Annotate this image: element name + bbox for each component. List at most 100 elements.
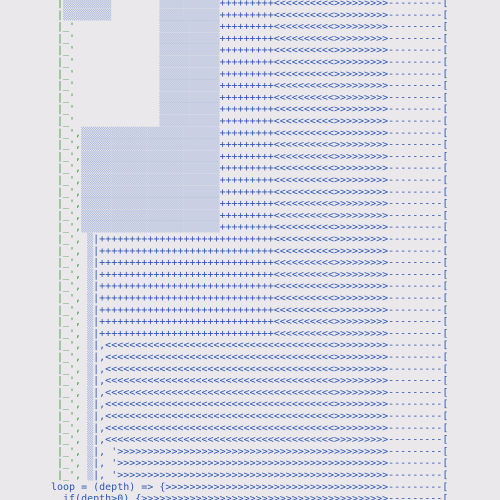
line-prefix: |_': [57, 81, 75, 92]
code-line: |_', ▒|,<<<<<<<<<<<<<<<<<<<<<<<<<<<<<<<<…: [57, 433, 448, 446]
line-code: +++++++++<<<<<<<<<<>>>>>>>>>---------[: [220, 116, 449, 127]
line-block: ▒▒▒▒▒▒▒▒▒▒▒▒▒▒▒▒▒▒▒▒▒▒▒: [81, 126, 220, 139]
code-line: |_',▒▒▒▒▒▒▒▒▒▒▒▒▒▒▒▒▒▒▒▒▒▒▒+++++++++<<<<…: [57, 161, 448, 174]
code-line: |_',▒▒▒▒▒▒▒▒▒▒▒▒▒▒▒▒▒▒▒▒▒▒▒+++++++++<<<<…: [57, 149, 448, 162]
code-line: |_' ▒▒▒▒▒▒▒▒▒▒+++++++++<<<<<<<<<<>>>>>>>…: [57, 55, 448, 68]
line-code: |,<<<<<<<<<<<<<<<<<<<<<<<<<<<<<<<<<<<<<<…: [93, 399, 448, 410]
line-block: ▒▒▒▒▒▒▒▒▒▒▒▒▒▒▒▒▒▒▒▒▒▒▒: [81, 208, 220, 221]
line-prefix: |_',: [57, 364, 87, 375]
line-code: |, '>>>>>>>>>>>>>>>>>>>>>>>>>>>>>>>>>>>>…: [93, 446, 448, 457]
line-code: loop = (depth) => {>>>>>>>>>>>>>>>>>>>>>…: [51, 482, 448, 493]
line-code: +++++++++<<<<<<<<<<>>>>>>>>>---------[: [220, 0, 449, 9]
code-line: |_', ▒|,<<<<<<<<<<<<<<<<<<<<<<<<<<<<<<<<…: [57, 362, 448, 375]
line-prefix: |_',: [57, 435, 87, 446]
line-block: ▒: [87, 350, 94, 363]
line-prefix: |_',: [57, 175, 81, 186]
line-code: |+++++++++++++++++++++++++++++<<<<<<<<<<…: [93, 281, 448, 292]
code-line: |_', ▒|,<<<<<<<<<<<<<<<<<<<<<<<<<<<<<<<<…: [57, 409, 448, 422]
line-block: ▒: [87, 456, 94, 469]
code-line: |_', ▒|+++++++++++++++++++++++++++++<<<<…: [57, 256, 448, 269]
line-block: ▒: [87, 267, 94, 280]
line-prefix: |_': [57, 92, 75, 103]
code-line: |_' ▒▒▒▒▒▒▒▒▒▒+++++++++<<<<<<<<<<>>>>>>>…: [57, 31, 448, 44]
line-block: ▒▒▒▒▒▒▒▒▒▒▒▒▒▒▒▒▒▒▒▒▒▒▒: [81, 149, 220, 162]
line-block: ▒▒▒▒▒▒▒▒▒▒: [75, 79, 220, 92]
code-line: |_', ▒|+++++++++++++++++++++++++++++<<<<…: [57, 326, 448, 339]
line-prefix: |_',: [57, 199, 81, 210]
code-line: |_', ▒|, '>>>>>>>>>>>>>>>>>>>>>>>>>>>>>>…: [57, 468, 448, 481]
line-prefix: |_',: [57, 140, 81, 151]
line-block: ▒▒▒▒▒▒▒▒▒▒▒▒▒▒▒▒▒▒▒▒▒▒▒: [81, 197, 220, 210]
line-block: ▒: [87, 338, 94, 351]
line-prefix: |_': [57, 57, 75, 68]
line-prefix: |: [57, 0, 63, 9]
line-prefix: |_',: [57, 423, 87, 434]
line-prefix: |_',: [57, 352, 87, 363]
line-code: +++++++++<<<<<<<<<<>>>>>>>>>---------[: [220, 69, 449, 80]
code-line: |▒▒▒▒▒▒▒▒ ▒▒▒▒▒▒▒▒▒▒+++++++++<<<<<<<<<<>…: [57, 0, 448, 9]
code-line: |_', ▒|,<<<<<<<<<<<<<<<<<<<<<<<<<<<<<<<<…: [57, 397, 448, 410]
line-prefix: |_',: [57, 151, 81, 162]
code-line: |_' ▒▒▒▒▒▒▒▒▒▒+++++++++<<<<<<<<<<>>>>>>>…: [57, 114, 448, 127]
line-code: +++++++++<<<<<<<<<<>>>>>>>>>---------[: [220, 45, 449, 56]
line-code: +++++++++<<<<<<<<<<>>>>>>>>>---------[: [220, 140, 449, 151]
code-line: |_', ▒|, '>>>>>>>>>>>>>>>>>>>>>>>>>>>>>>…: [57, 444, 448, 457]
line-code: +++++++++<<<<<<<<<<>>>>>>>>>---------[: [220, 163, 449, 174]
line-code: +++++++++<<<<<<<<<<>>>>>>>>>---------[: [220, 151, 449, 162]
line-prefix: |_',: [57, 470, 87, 481]
line-code: |+++++++++++++++++++++++++++++<<<<<<<<<<…: [93, 258, 448, 269]
line-code: +++++++++<<<<<<<<<<>>>>>>>>>---------[: [220, 199, 449, 210]
line-code: +++++++++<<<<<<<<<<>>>>>>>>>---------[: [220, 210, 449, 221]
line-code: |+++++++++++++++++++++++++++++<<<<<<<<<<…: [93, 234, 448, 245]
line-code: |, '>>>>>>>>>>>>>>>>>>>>>>>>>>>>>>>>>>>>…: [93, 458, 448, 469]
line-prefix: |_',: [57, 328, 87, 339]
code-line: |_',▒▒▒▒▒▒▒▒▒▒▒▒▒▒▒▒▒▒▒▒▒▒▒+++++++++<<<<…: [57, 173, 448, 186]
line-code: |,<<<<<<<<<<<<<<<<<<<<<<<<<<<<<<<<<<<<<<…: [93, 435, 448, 446]
line-code: |, '>>>>>>>>>>>>>>>>>>>>>>>>>>>>>>>>>>>>…: [93, 470, 448, 481]
line-code: +++++++++<<<<<<<<<<>>>>>>>>>---------[: [220, 22, 449, 33]
line-code: +++++++++<<<<<<<<<<>>>>>>>>>---------[: [220, 81, 449, 92]
line-prefix: |_': [57, 45, 75, 56]
line-code: |,<<<<<<<<<<<<<<<<<<<<<<<<<<<<<<<<<<<<<<…: [93, 376, 448, 387]
line-block: ▒: [87, 385, 94, 398]
line-prefix: |_',: [57, 317, 87, 328]
line-block: ▒: [87, 303, 94, 316]
line-block: ▒▒▒▒▒▒▒▒▒▒: [75, 114, 220, 127]
line-code: |,<<<<<<<<<<<<<<<<<<<<<<<<<<<<<<<<<<<<<<…: [93, 411, 448, 422]
code-line: |_', ▒|+++++++++++++++++++++++++++++<<<<…: [57, 279, 448, 292]
line-prefix: |_',: [57, 269, 87, 280]
code-line: |_' ▒▒▒▒▒▒▒▒▒▒+++++++++<<<<<<<<<<>>>>>>>…: [57, 79, 448, 92]
line-prefix: |_': [57, 69, 75, 80]
line-code: |+++++++++++++++++++++++++++++<<<<<<<<<<…: [93, 293, 448, 304]
line-code: |,<<<<<<<<<<<<<<<<<<<<<<<<<<<<<<<<<<<<<<…: [93, 387, 448, 398]
line-prefix: |_',: [57, 281, 87, 292]
line-prefix: |_',: [57, 293, 87, 304]
line-prefix: |_': [57, 22, 75, 33]
line-code: |,<<<<<<<<<<<<<<<<<<<<<<<<<<<<<<<<<<<<<<…: [93, 364, 448, 375]
line-code: |+++++++++++++++++++++++++++++<<<<<<<<<<…: [93, 317, 448, 328]
line-prefix: |_': [57, 116, 75, 127]
line-block: ▒▒▒▒▒▒▒▒▒▒: [75, 102, 220, 115]
line-block: ▒▒▒▒▒▒▒▒▒▒: [75, 90, 220, 103]
line-code: |,<<<<<<<<<<<<<<<<<<<<<<<<<<<<<<<<<<<<<<…: [93, 340, 448, 351]
line-block: ▒▒▒▒▒▒▒▒▒▒▒▒▒▒▒▒▒▒▒▒▒▒▒: [81, 220, 220, 233]
line-code: +++++++++<<<<<<<<<<>>>>>>>>>---------[: [220, 175, 449, 186]
line-prefix: |_',: [57, 234, 87, 245]
line-block: ▒: [87, 421, 94, 434]
line-block: ▒: [87, 256, 94, 269]
line-block: ▒: [87, 409, 94, 422]
code-line: |_', ▒|+++++++++++++++++++++++++++++<<<<…: [57, 315, 448, 328]
code-line: |_' ▒▒▒▒▒▒▒▒▒▒+++++++++<<<<<<<<<<>>>>>>>…: [57, 43, 448, 56]
code-line: loop = (depth) => {>>>>>>>>>>>>>>>>>>>>>…: [51, 482, 448, 493]
line-prefix: |_',: [57, 376, 87, 387]
line-code: +++++++++<<<<<<<<<<>>>>>>>>>---------[: [220, 104, 449, 115]
code-line: |_',▒▒▒▒▒▒▒▒▒▒▒▒▒▒▒▒▒▒▒▒▒▒▒+++++++++<<<<…: [57, 126, 448, 139]
line-code: |+++++++++++++++++++++++++++++<<<<<<<<<<…: [93, 269, 448, 280]
line-block: ▒▒▒▒▒▒▒▒ ▒▒▒▒▒▒▒▒▒▒: [63, 0, 221, 9]
line-block: ▒▒▒▒▒▒▒▒▒▒: [75, 55, 220, 68]
line-block: ▒▒▒▒▒▒▒▒▒▒▒▒▒▒▒▒▒▒▒▒▒▒▒: [81, 138, 220, 151]
line-prefix: |_': [57, 104, 75, 115]
line-block: ▒▒▒▒▒▒▒▒ ▒▒▒▒▒▒▒▒▒▒: [63, 8, 221, 21]
line-code: +++++++++<<<<<<<<<<>>>>>>>>>---------[: [220, 57, 449, 68]
line-block: ▒▒▒▒▒▒▒▒▒▒: [75, 43, 220, 56]
